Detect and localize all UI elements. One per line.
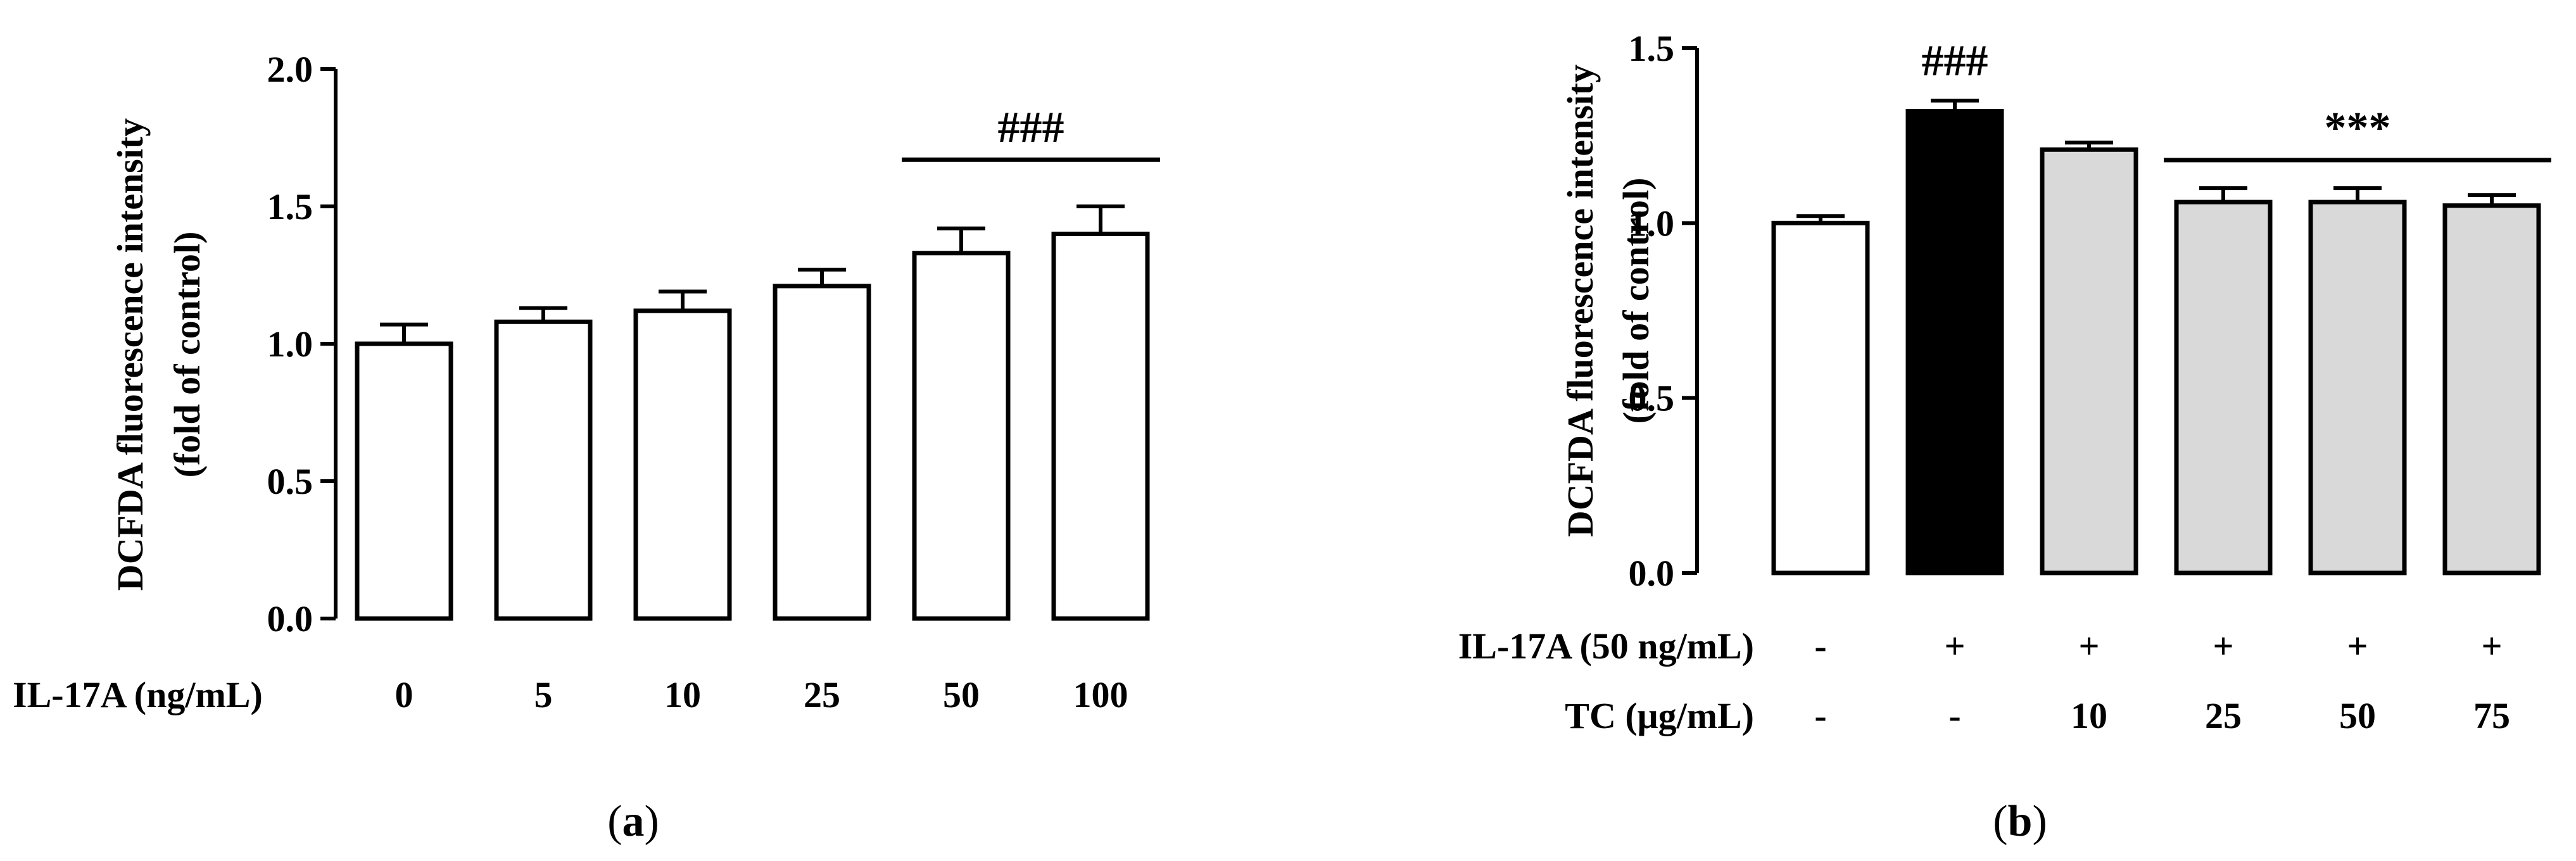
- panel-b-caption: (b): [1993, 797, 2047, 846]
- panel-a-ylabel-line1: DCFDA fluorescence intensity: [110, 118, 151, 591]
- panel-a-xtick-label: 10: [664, 674, 701, 715]
- panel-b-row-0-cell: -: [1814, 625, 1826, 667]
- panel-b-caption-letter: b: [2008, 797, 2033, 846]
- panel-b-row-1-cell: 10: [2071, 695, 2107, 736]
- panel-a-ytick-label: 0.0: [267, 598, 313, 639]
- panel-b-row-0-cell: +: [1944, 625, 1965, 667]
- svg-text:(b): (b): [1993, 797, 2047, 846]
- panel-b-row-1-cell: -: [1814, 695, 1826, 736]
- panel-a-xtick-label: 5: [534, 674, 553, 715]
- panel-b-row-0-cell: +: [2481, 625, 2502, 667]
- panel-b-ytick-label: 1.0: [1629, 203, 1675, 244]
- panel-a-ytick-label: 1.5: [267, 186, 313, 227]
- panel-b-ytick-label: 0.0: [1629, 553, 1675, 594]
- panel-a-ytick-label: 1.0: [267, 324, 313, 365]
- panel-a-bar: [1051, 231, 1150, 621]
- panel-a-chart: DCFDA fluorescence intensity (fold of co…: [13, 49, 1160, 715]
- panel-a-significance-label: ###: [998, 103, 1064, 152]
- panel-b-bar-annotation: ###: [1922, 37, 1988, 85]
- panel-a-xtick-label: 100: [1073, 674, 1128, 715]
- panel-a-xtick-label: 50: [943, 674, 980, 715]
- panel-b-significance-label: ***: [2325, 104, 2391, 153]
- panel-a-ylabel-line2: (fold of control): [167, 232, 208, 478]
- panel-a-caption-letter: a: [622, 797, 645, 846]
- panel-b-chart: DCFDA fluorescence intensity (fold of co…: [1458, 28, 2551, 736]
- panel-b-row-1-cell: -: [1948, 695, 1960, 736]
- panel-b-ylabel-line1: DCFDA fluorescence intensity: [1560, 65, 1601, 537]
- panel-a-ytick-label: 0.5: [267, 461, 313, 502]
- panel-b-ylabel-line2: (fold of control): [1615, 178, 1657, 424]
- panel-a-xtick-label: 0: [395, 674, 414, 715]
- panel-b-ytick-label: 1.5: [1629, 28, 1675, 69]
- panel-a-bar: [773, 284, 871, 621]
- panel-b-bar: [2308, 199, 2407, 575]
- panel-b-bar: [2174, 199, 2273, 575]
- panel-b-row-0-cell: +: [2347, 625, 2368, 667]
- panel-b-ytick-label: 0.5: [1629, 378, 1675, 419]
- panel-b-row-1-cell: 75: [2473, 695, 2510, 736]
- panel-a-x-row-label: IL-17A (ng/mL): [13, 674, 263, 715]
- panel-b-row-0-cell: +: [2078, 625, 2099, 667]
- panel-b-row-1-cell: 25: [2205, 695, 2242, 736]
- panel-a-caption: (a): [607, 797, 659, 846]
- panel-b-bar: [2040, 147, 2138, 575]
- panel-b-row-0-cell: +: [2213, 625, 2233, 667]
- panel-b-row-1-cell: 50: [2339, 695, 2376, 736]
- svg-text:(a): (a): [607, 797, 659, 846]
- panel-a-xtick-label: 25: [804, 674, 840, 715]
- panel-b-row-label-il17a: IL-17A (50 ng/mL): [1458, 625, 1754, 667]
- panel-b-row-label-tc: TC (μg/mL): [1565, 695, 1754, 736]
- panel-a-bar: [355, 341, 453, 621]
- panel-b-bar: [2442, 203, 2541, 575]
- panel-a-ytick-label: 2.0: [267, 49, 313, 90]
- panel-b-bar: [1771, 220, 1870, 575]
- panel-b-bar: [1905, 108, 2004, 575]
- panel-a-bar: [494, 319, 593, 621]
- panel-a-bar: [912, 251, 1011, 621]
- panel-a-bar: [633, 308, 732, 621]
